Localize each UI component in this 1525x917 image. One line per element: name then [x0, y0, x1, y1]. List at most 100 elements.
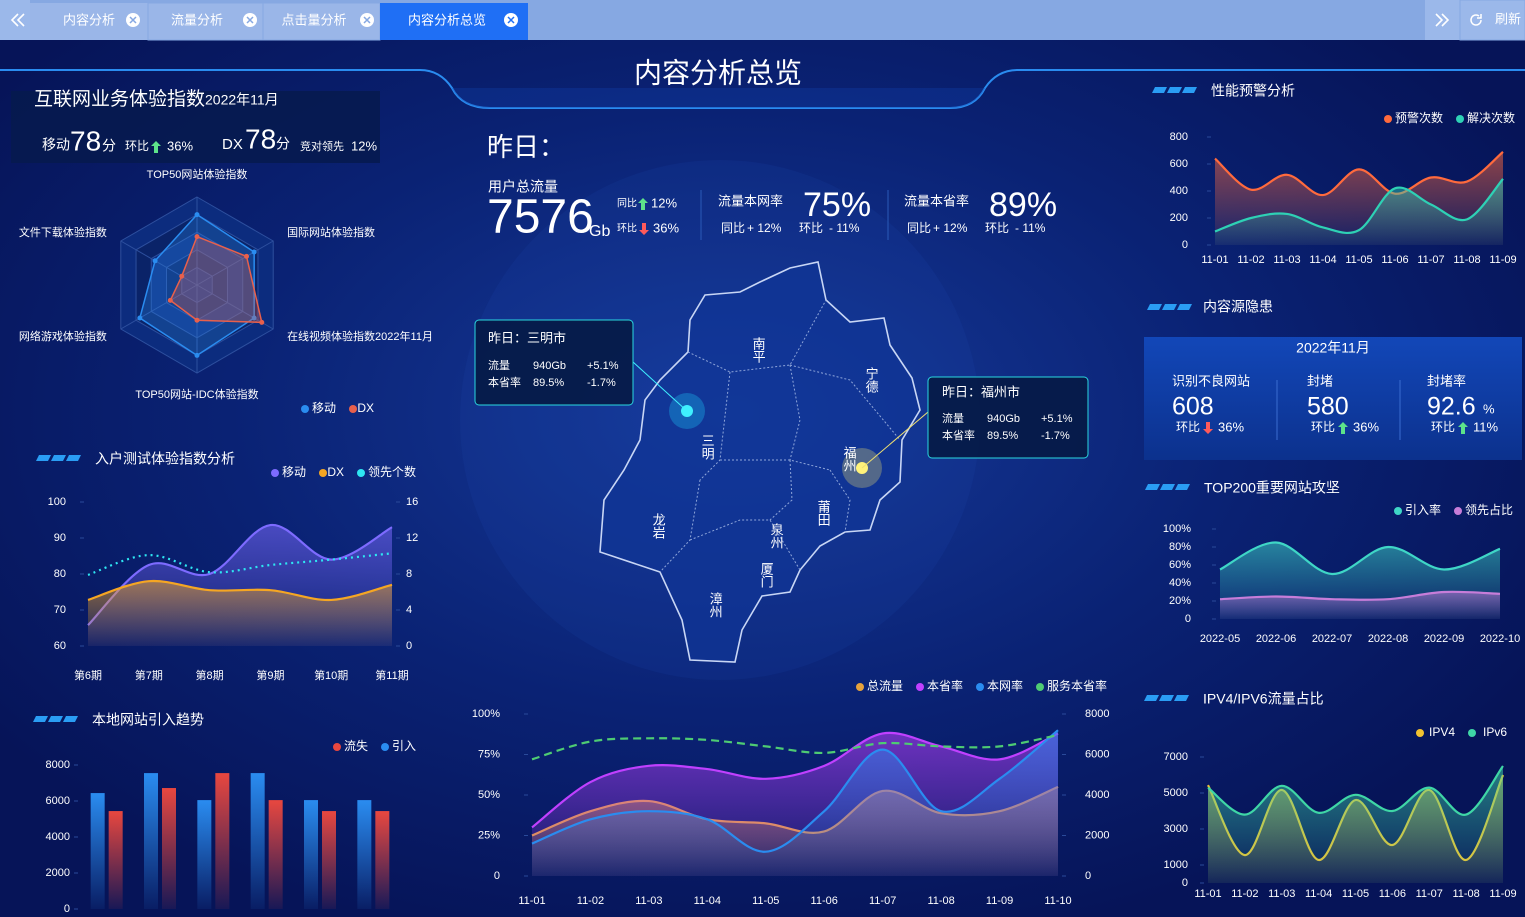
y-tick-label: 800: [1170, 131, 1188, 143]
legend-label: 领先占比: [1465, 502, 1513, 517]
legend-label: 移动: [282, 465, 306, 479]
kpi-label: 封堵: [1307, 373, 1333, 388]
y-tick-label: 5000: [1164, 787, 1188, 799]
legend-swatch: [271, 469, 279, 477]
y-tick-label: 80: [54, 568, 66, 580]
label: 环比: [1431, 420, 1455, 434]
panel-date: 2022年11月: [205, 92, 279, 108]
title-stripe: [36, 455, 51, 461]
legend-label: DX: [357, 401, 374, 415]
x-tick-label: 11-06: [1381, 254, 1408, 266]
x-tick-label: 11-08: [1452, 888, 1479, 900]
x-tick-label: 11-02: [1231, 888, 1258, 900]
label: 同比: [617, 198, 637, 210]
radar-point: [259, 319, 265, 325]
tab-label[interactable]: 流量分析: [171, 12, 223, 27]
label: DX: [222, 136, 243, 153]
y-tick-label: 600: [1170, 158, 1188, 170]
label: 移动: [42, 137, 70, 153]
bar: [304, 800, 318, 909]
y-tick-label: 0: [494, 870, 500, 882]
bar: [215, 773, 230, 909]
title-stripe: [1152, 87, 1167, 93]
y2-tick-label: 0: [406, 640, 412, 652]
x-tick-label: 11-07: [1416, 888, 1443, 900]
kpi-unit: Gb: [589, 223, 610, 240]
y-tick-label: 25%: [478, 829, 500, 841]
x-tick-label: 11-02: [1237, 254, 1264, 266]
callout-title: 昨日：三明市: [488, 330, 566, 345]
y-tick-label: 0: [1182, 239, 1188, 251]
kpi-label: 流量本网率: [718, 193, 783, 208]
line: [87, 579, 393, 602]
change: + 12%: [747, 221, 782, 235]
title-stripe: [63, 716, 78, 722]
y-tick-label: 100%: [1163, 523, 1191, 535]
y-tick-label: 70: [54, 604, 66, 616]
callout-leader: [632, 361, 688, 412]
y-tick-label: 3000: [1164, 823, 1188, 835]
y2-tick-label: 8000: [1085, 708, 1109, 720]
label: 环比: [1176, 420, 1200, 434]
radar-axis-label: TOP50网站体验指数: [147, 167, 248, 181]
legend-label: 引入率: [1405, 502, 1441, 517]
legend-label: 流失: [344, 738, 368, 753]
tab-label[interactable]: 点击量分析: [281, 12, 346, 27]
scroll-left[interactable]: [0, 0, 30, 40]
legend-label: 本省率: [927, 678, 963, 693]
x-tick-label: 11-08: [1453, 254, 1480, 266]
radar-spoke: [120, 284, 198, 330]
callout-cell: -1.7%: [1041, 430, 1070, 442]
label: 环比: [985, 221, 1009, 235]
city-name: 三明: [700, 434, 715, 461]
scroll-right-icon: [1435, 13, 1450, 27]
city-name: 泉州: [769, 522, 784, 549]
legend-label: 引入: [392, 739, 416, 753]
radar-axis-label: 网络游戏体验指数: [19, 329, 107, 343]
legend-label: DX: [327, 465, 344, 479]
panel-date: 2022年11月: [1296, 340, 1370, 356]
tab-bar: [0, 0, 1525, 41]
chart-title: TOP200重要网站攻坚: [1204, 480, 1340, 496]
tab-active[interactable]: [380, 3, 528, 40]
x-tick-label: 11-01: [1194, 888, 1221, 900]
x-tick-label: 11-05: [752, 895, 779, 907]
chart-title: 本地网站引入趋势: [92, 712, 204, 728]
title-stripe: [1147, 304, 1162, 310]
bar: [144, 773, 158, 909]
chart-title: IPV4/IPV6流量占比: [1203, 691, 1324, 707]
label: 同比: [907, 221, 931, 235]
legend-label: 总流量: [867, 679, 903, 693]
callout-title: 昨日：福州市: [942, 384, 1020, 399]
arrow-up: [638, 198, 648, 210]
radar-point: [244, 253, 250, 259]
change: - 11%: [1015, 221, 1046, 235]
legend-swatch: [357, 469, 365, 477]
score: 78: [245, 123, 276, 154]
refresh-label[interactable]: 刷新: [1495, 11, 1521, 26]
city-name: 福州: [842, 446, 857, 472]
x-tick-label: 11-02: [577, 895, 604, 907]
y-tick-label: 8000: [46, 759, 70, 771]
change: 12%: [351, 138, 377, 153]
city-name: 漳州: [708, 591, 723, 618]
legend-swatch: [1456, 115, 1464, 123]
title-stripe: [48, 716, 63, 722]
legend-label: 领先个数: [368, 464, 416, 479]
line: [531, 733, 1059, 761]
legend-swatch: [1454, 507, 1462, 515]
callout-cell: 940Gb: [533, 360, 566, 372]
y-tick-label: 6000: [46, 795, 70, 807]
tab-close-x: [129, 16, 371, 24]
x-tick-label: 11-01: [1201, 254, 1228, 266]
radar-point: [251, 315, 257, 321]
title-stripe: [66, 455, 81, 461]
legend-swatch: [1036, 683, 1044, 691]
legend-swatch: [319, 469, 327, 477]
arrow-up: [1338, 422, 1348, 434]
arrow-up: [1458, 422, 1468, 434]
kpi-unit: %: [1483, 401, 1495, 416]
tab-label[interactable]: 内容分析总览: [408, 12, 486, 27]
tab-label[interactable]: 内容分析: [63, 12, 115, 27]
line: [1214, 178, 1504, 234]
